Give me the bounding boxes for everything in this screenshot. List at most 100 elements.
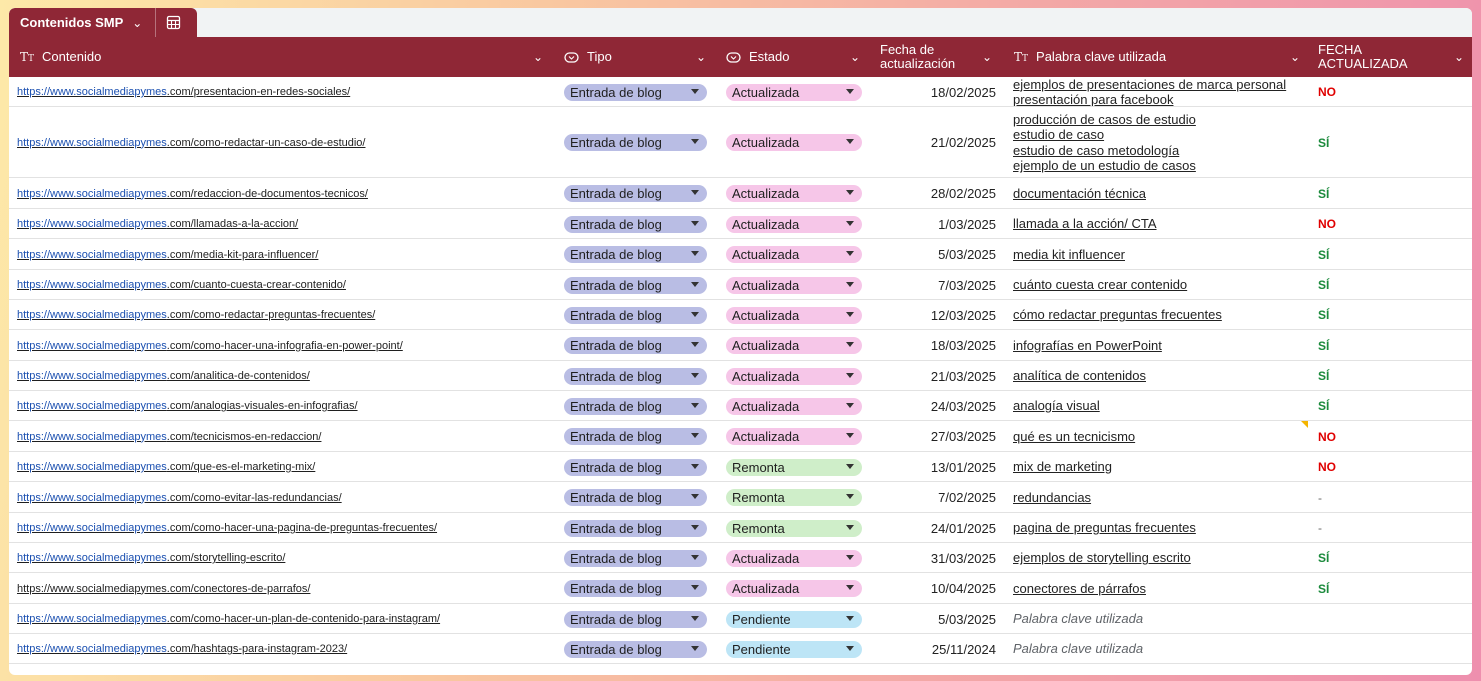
header-fecha-actualizada[interactable]: FECHA ACTUALIZADA — [1318, 37, 1408, 77]
estado-dropdown[interactable]: Actualizada — [726, 580, 862, 597]
comment-indicator-icon[interactable] — [1301, 421, 1308, 428]
estado-dropdown[interactable]: Actualizada — [726, 367, 862, 385]
url-domain[interactable]: https://www.socialmediapymes — [17, 522, 167, 534]
chevron-down-icon[interactable]: ⌄ — [850, 50, 861, 64]
caret-down-icon[interactable] — [846, 311, 854, 317]
caret-down-icon[interactable] — [691, 139, 699, 144]
url-domain[interactable]: https://www.socialmediapymes — [17, 430, 167, 443]
fecha-cell[interactable]: 10/04/2025 — [930, 581, 996, 596]
estado-dropdown[interactable]: Actualizada — [726, 337, 862, 354]
caret-down-icon[interactable] — [691, 585, 699, 590]
tipo-dropdown[interactable]: Entrada de blog — [564, 610, 707, 628]
fecha-cell[interactable]: 24/03/2025 — [930, 398, 996, 414]
fecha-actualizada-cell[interactable]: SÍ — [1318, 551, 1330, 565]
url-link[interactable]: https://www.socialmediapymes .com/llamada… — [17, 209, 298, 239]
caret-down-icon[interactable] — [691, 402, 699, 408]
url-link[interactable]: https://www.socialmediapymes .com/redacci… — [17, 178, 368, 209]
estado-dropdown[interactable]: Actualizada — [726, 185, 862, 202]
url-domain[interactable]: https://www.socialmediapymes — [17, 136, 167, 149]
tipo-dropdown[interactable]: Entrada de blog — [564, 134, 707, 151]
url-path[interactable]: .com/que-es-el-marketing-mix/ — [166, 461, 316, 473]
url-link[interactable]: https://www.socialmediapymes .com/como-ha… — [17, 513, 437, 543]
fecha-actualizada-cell[interactable]: SÍ — [1318, 399, 1330, 413]
fecha-cell[interactable]: 18/03/2025 — [930, 338, 996, 353]
url-path[interactable]: .com/tecnicismos-en-redaccion/ — [166, 430, 322, 443]
fecha-cell[interactable]: 31/03/2025 — [930, 550, 996, 566]
tab-contenidos-smp[interactable]: Contenidos SMP ⌄ — [9, 8, 197, 37]
caret-down-icon[interactable] — [691, 190, 699, 195]
fecha-actualizada-cell[interactable] — [1318, 604, 1438, 634]
keyword-cell[interactable]: Palabra clave utilizada — [1013, 604, 1308, 634]
fecha-actualizada-cell[interactable]: NO — [1318, 85, 1336, 99]
url-path[interactable]: .com/como-redactar-preguntas-frecuentes/ — [166, 309, 376, 321]
fecha-actualizada-cell[interactable]: NO — [1318, 460, 1336, 474]
tipo-dropdown[interactable]: Entrada de blog — [564, 185, 707, 202]
fecha-actualizada-cell[interactable]: SÍ — [1318, 581, 1330, 596]
fecha-cell[interactable]: 21/03/2025 — [930, 368, 996, 384]
url-path[interactable]: .com/como-hacer-un-plan-de-contenido-par… — [166, 613, 441, 625]
estado-dropdown[interactable]: Actualizada — [726, 549, 862, 567]
caret-down-icon[interactable] — [691, 251, 699, 256]
fecha-cell[interactable]: 13/01/2025 — [930, 459, 996, 475]
url-domain[interactable]: https://www.socialmediapymes — [17, 248, 167, 261]
caret-down-icon[interactable] — [691, 554, 699, 560]
url-link[interactable]: https://www.socialmediapymes .com/present… — [17, 77, 350, 107]
url-link[interactable]: https://www.socialmediapymes .com/analiti… — [17, 361, 310, 391]
url-link[interactable]: https://www.socialmediapymes .com/media-k… — [17, 239, 318, 270]
estado-dropdown[interactable]: Actualizada — [726, 428, 862, 445]
url-domain[interactable]: https://www.socialmediapymes — [17, 218, 167, 230]
keyword-cell[interactable]: Palabra clave utilizada — [1013, 634, 1308, 664]
caret-down-icon[interactable] — [846, 220, 854, 226]
url-path[interactable]: https://www.socialmediapymes.com/conecto… — [17, 582, 311, 595]
estado-dropdown[interactable]: Remonta — [726, 458, 862, 476]
url-domain[interactable]: https://www.socialmediapymes — [17, 86, 167, 98]
chevron-down-icon[interactable]: ⌄ — [1454, 50, 1465, 64]
url-domain[interactable]: https://www.socialmediapymes — [17, 400, 167, 412]
caret-down-icon[interactable] — [691, 645, 699, 651]
caret-down-icon[interactable] — [691, 220, 699, 226]
keyword-cell[interactable]: cómo redactar preguntas frecuentes — [1013, 300, 1308, 330]
fecha-actualizada-cell[interactable]: SÍ — [1318, 247, 1330, 262]
caret-down-icon[interactable] — [846, 88, 854, 94]
tipo-dropdown[interactable]: Entrada de blog — [564, 428, 707, 445]
fecha-cell[interactable]: 5/03/2025 — [938, 247, 996, 262]
fecha-cell[interactable]: 25/11/2024 — [931, 641, 996, 657]
url-link[interactable]: https://www.socialmediapymes .com/como-re… — [17, 107, 365, 178]
keyword-cell[interactable]: qué es un tecnicismo — [1013, 421, 1308, 452]
caret-down-icon[interactable] — [691, 311, 699, 317]
url-path[interactable]: .com/llamadas-a-la-accion/ — [166, 218, 299, 230]
url-link[interactable]: https://www.socialmediapymes .com/como-re… — [17, 300, 375, 330]
fecha-cell[interactable]: 12/03/2025 — [930, 307, 996, 323]
caret-down-icon[interactable] — [691, 433, 699, 438]
fecha-cell[interactable]: 7/02/2025 — [938, 490, 996, 505]
caret-down-icon[interactable] — [846, 372, 854, 378]
fecha-cell[interactable]: 28/02/2025 — [930, 186, 996, 201]
estado-dropdown[interactable]: Pendiente — [726, 610, 862, 628]
fecha-actualizada-cell[interactable]: NO — [1318, 217, 1336, 231]
estado-dropdown[interactable]: Pendiente — [726, 640, 862, 658]
url-link[interactable]: https://www.socialmediapymes .com/que-es-… — [17, 452, 315, 482]
caret-down-icon[interactable] — [691, 281, 699, 287]
caret-down-icon[interactable] — [846, 251, 854, 256]
url-path[interactable]: .com/como-hacer-una-pagina-de-preguntas-… — [166, 522, 438, 534]
tipo-dropdown[interactable]: Entrada de blog — [564, 306, 707, 324]
caret-down-icon[interactable] — [846, 190, 854, 195]
url-domain[interactable]: https://www.socialmediapymes — [17, 279, 167, 291]
url-domain[interactable]: https://www.socialmediapymes — [17, 461, 167, 473]
url-domain[interactable]: https://www.socialmediapymes — [17, 613, 167, 625]
estado-dropdown[interactable]: Actualizada — [726, 134, 862, 151]
url-path[interactable]: .com/media-kit-para-influencer/ — [166, 248, 319, 261]
keyword-cell[interactable]: cuánto cuesta crear contenido — [1013, 270, 1308, 300]
url-domain[interactable]: https://www.socialmediapymes — [17, 309, 167, 321]
url-domain[interactable]: https://www.socialmediapymes — [17, 370, 167, 382]
tipo-dropdown[interactable]: Entrada de blog — [564, 397, 707, 415]
fecha-cell[interactable]: 18/02/2025 — [930, 84, 996, 100]
estado-dropdown[interactable]: Remonta — [726, 489, 862, 506]
grid-view-icon[interactable] — [166, 15, 181, 30]
url-link[interactable]: https://www.socialmediapymes .com/como-ev… — [17, 482, 342, 513]
fecha-cell[interactable]: 27/03/2025 — [930, 429, 996, 444]
url-link[interactable]: https://www.socialmediapymes .com/cuanto-… — [17, 270, 346, 300]
keyword-cell[interactable]: conectores de párrafos — [1013, 573, 1308, 604]
fecha-actualizada-cell[interactable]: SÍ — [1318, 278, 1330, 292]
url-path[interactable]: .com/analogias-visuales-en-infografias/ — [166, 400, 358, 412]
